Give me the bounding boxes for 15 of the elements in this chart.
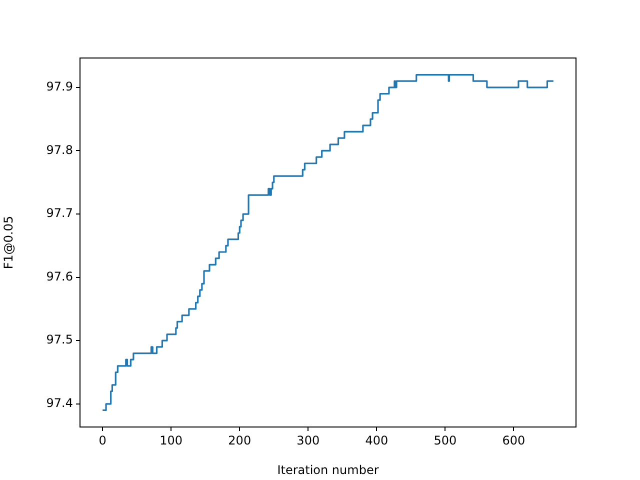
- x-axis-title: Iteration number: [277, 462, 379, 477]
- x-tick-label: 300: [296, 433, 320, 448]
- y-tick-label: 97.4: [46, 396, 73, 410]
- y-tick-label: 97.5: [46, 332, 73, 347]
- y-tick-label: 97.9: [46, 80, 73, 94]
- y-tick-label: 97.7: [46, 206, 73, 220]
- y-tick-label: 97.8: [46, 142, 73, 157]
- x-tick-label: 200: [228, 433, 252, 448]
- x-tick-label: 600: [502, 433, 526, 448]
- x-tick-label: 0: [98, 433, 106, 448]
- x-tick-label: 500: [434, 433, 457, 448]
- y-axis-title: F1@0.05: [1, 216, 16, 270]
- x-tick-label: 100: [160, 433, 183, 448]
- y-tick-label: 97.6: [46, 269, 73, 284]
- x-tick-label: 400: [365, 433, 388, 448]
